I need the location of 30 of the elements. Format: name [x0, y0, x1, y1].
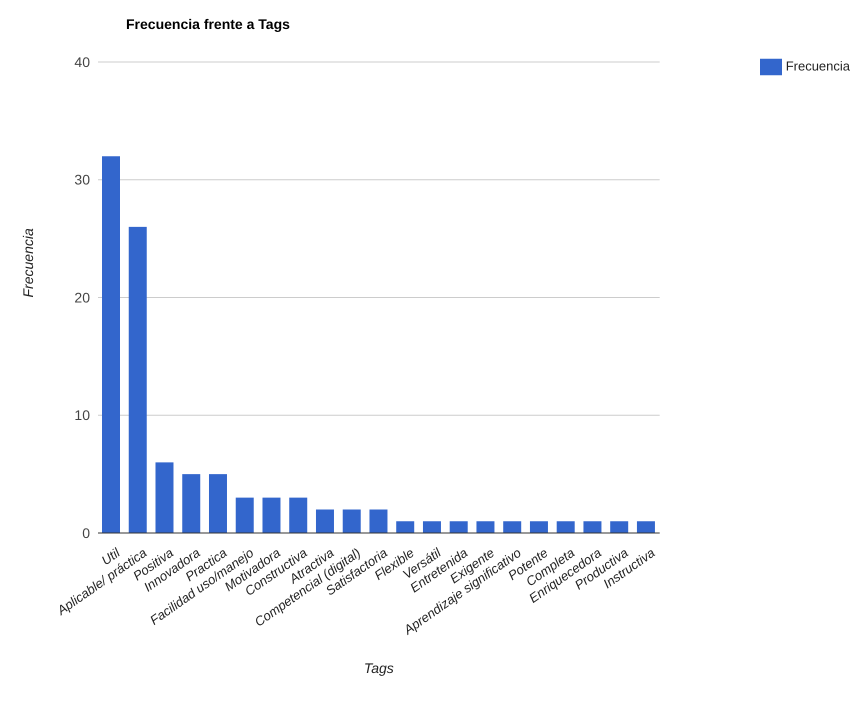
- bar: [636, 521, 655, 533]
- bar: [155, 462, 174, 533]
- y-axis-title: Frecuencia: [20, 228, 36, 298]
- bar: [503, 521, 522, 533]
- bar: [476, 521, 494, 533]
- bar: [583, 521, 602, 533]
- bar: [422, 521, 441, 533]
- bar: [236, 498, 254, 533]
- y-tick-label: 10: [74, 407, 90, 424]
- bar: [530, 521, 548, 533]
- bar: [289, 498, 308, 533]
- bar: [342, 509, 361, 533]
- y-tick-label: 40: [74, 54, 90, 70]
- bar: [102, 156, 120, 533]
- y-tick-label: 20: [74, 289, 90, 306]
- bar: [450, 521, 468, 533]
- bar: [262, 498, 280, 533]
- bar: [128, 226, 147, 533]
- y-tick-label: 30: [74, 172, 90, 188]
- x-axis-title: Tags: [364, 660, 394, 676]
- legend-label: Frecuencia: [786, 58, 850, 74]
- bar: [208, 474, 227, 533]
- bar: [556, 521, 575, 533]
- chart-title: Frecuencia frente a Tags: [126, 16, 290, 32]
- bar: [610, 521, 628, 533]
- bar: [396, 521, 414, 533]
- bar: [182, 474, 200, 533]
- bar: [369, 509, 388, 533]
- bar: [316, 509, 334, 533]
- y-tick-label: 0: [82, 524, 90, 541]
